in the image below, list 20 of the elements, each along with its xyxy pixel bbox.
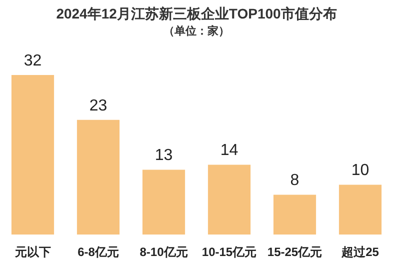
x-tick-label: 超过25: [340, 245, 380, 260]
data-label: 14: [220, 142, 238, 160]
bar: [208, 164, 251, 235]
bar: [76, 120, 120, 235]
bar: [142, 170, 186, 235]
data-label: 13: [154, 147, 173, 164]
x-tick-label: 6-8亿元: [78, 245, 119, 260]
data-label: 23: [89, 97, 108, 114]
bar: [11, 74, 54, 235]
x-tick-label: 8-10亿元: [140, 245, 188, 260]
chart-subtitle: （单位：家）: [164, 24, 230, 38]
x-tick-label: 10-15亿元: [202, 245, 257, 260]
data-label: 10: [351, 162, 370, 180]
data-label: 32: [24, 52, 42, 70]
chart-title: 2024年12月江苏新三板企业TOP100市值分布: [56, 5, 337, 22]
bar: [338, 184, 382, 235]
data-label: 8: [290, 172, 300, 190]
bar: [273, 194, 316, 235]
x-tick-label: 15-25亿元: [267, 245, 322, 260]
x-tick-label: 元以下: [14, 245, 51, 260]
